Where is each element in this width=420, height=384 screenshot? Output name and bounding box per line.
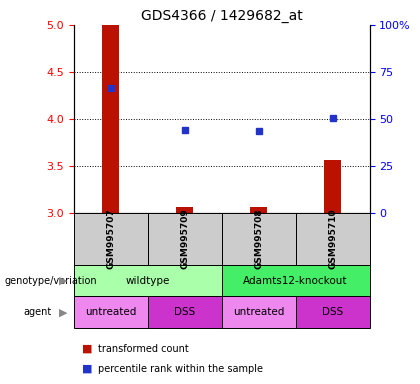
Bar bbox=[102, 25, 119, 213]
Text: GSM995710: GSM995710 bbox=[328, 209, 337, 269]
Text: GSM995708: GSM995708 bbox=[254, 209, 263, 269]
Text: GSM995709: GSM995709 bbox=[180, 209, 189, 270]
Text: untreated: untreated bbox=[233, 307, 284, 317]
Text: percentile rank within the sample: percentile rank within the sample bbox=[98, 364, 263, 374]
Text: genotype/variation: genotype/variation bbox=[4, 276, 97, 286]
Text: transformed count: transformed count bbox=[98, 344, 189, 354]
Text: Adamts12-knockout: Adamts12-knockout bbox=[243, 276, 348, 286]
Text: agent: agent bbox=[23, 307, 51, 317]
Text: DSS: DSS bbox=[174, 307, 195, 317]
Bar bbox=[250, 207, 267, 213]
Text: DSS: DSS bbox=[322, 307, 343, 317]
Text: ▶: ▶ bbox=[59, 276, 67, 286]
Bar bbox=[176, 207, 193, 213]
Text: GSM995707: GSM995707 bbox=[106, 209, 115, 270]
Title: GDS4366 / 1429682_at: GDS4366 / 1429682_at bbox=[141, 8, 302, 23]
Text: untreated: untreated bbox=[85, 307, 136, 317]
Text: ■: ■ bbox=[82, 344, 92, 354]
Text: ▶: ▶ bbox=[59, 307, 67, 317]
Bar bbox=[324, 161, 341, 213]
Text: wildtype: wildtype bbox=[125, 276, 170, 286]
Text: ■: ■ bbox=[82, 364, 92, 374]
